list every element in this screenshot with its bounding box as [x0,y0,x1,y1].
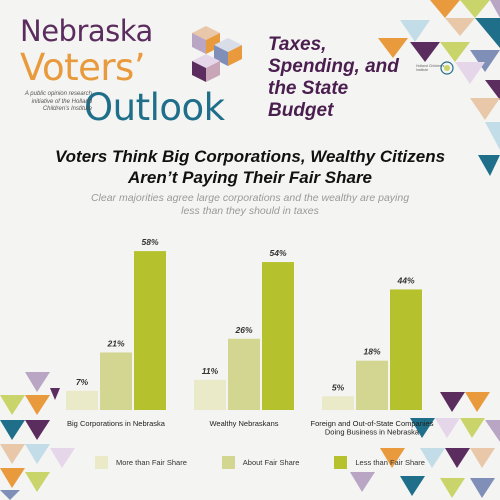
bar-more-0 [66,390,98,410]
report-topic: Taxes, Spending, and the State Budget [268,34,399,121]
chart-legend: More than Fair Share About Fair Share Le… [95,456,425,469]
data-label-less-2: 44% [396,275,414,285]
institute-logo-text: Holland Children's Institute [416,64,445,72]
brand-title-line-1: Nebraska [20,14,153,48]
legend-item-about: About Fair Share [221,456,300,469]
bar-more-2 [322,396,354,410]
data-label-about-1: 26% [234,325,252,335]
data-label-about-2: 18% [363,347,380,357]
bar-about-2 [356,360,388,410]
bar-less-2 [390,289,422,410]
legend-swatch-about [221,456,235,469]
data-label-about-0: 21% [106,338,124,348]
institute-logo-icon [440,61,454,75]
legend-item-less: Less than Fair Share [334,456,425,469]
legend-label-less: Less than Fair Share [355,458,425,467]
legend-label-about: About Fair Share [242,458,300,467]
data-label-less-0: 58% [141,237,158,247]
legend-item-more: More than Fair Share [95,456,187,469]
bar-more-1 [194,379,226,410]
category-label-0: Big Corporations in Nebraska [67,419,166,428]
legend-swatch-more [95,456,108,469]
cube-logo-icon [192,26,242,82]
brand-caption: A public opinion research initiative of … [24,91,92,112]
bar-about-1 [228,338,260,410]
bar-less-1 [262,262,294,410]
data-label-more-1: 11% [202,366,219,376]
chart-headline: Voters Think Big Corporations, Wealthy C… [54,147,446,187]
category-label-1: Wealthy Nebraskans [209,419,278,428]
brand-title-line-3: Outlook [84,86,225,129]
bar-less-0 [134,251,166,410]
data-label-more-2: 5% [332,382,345,392]
data-label-more-0: 7% [76,377,89,387]
chart-subhead: Clear majorities agree large corporation… [90,192,410,217]
category-label-2: Foreign and Out-of-State Companies Doing … [311,419,434,437]
bar-about-0 [100,352,132,410]
brand-title-line-2: Voters’ [20,46,146,89]
data-label-less-1: 54% [269,248,286,258]
legend-label-more: More than Fair Share [116,458,187,467]
legend-swatch-less [334,456,348,469]
